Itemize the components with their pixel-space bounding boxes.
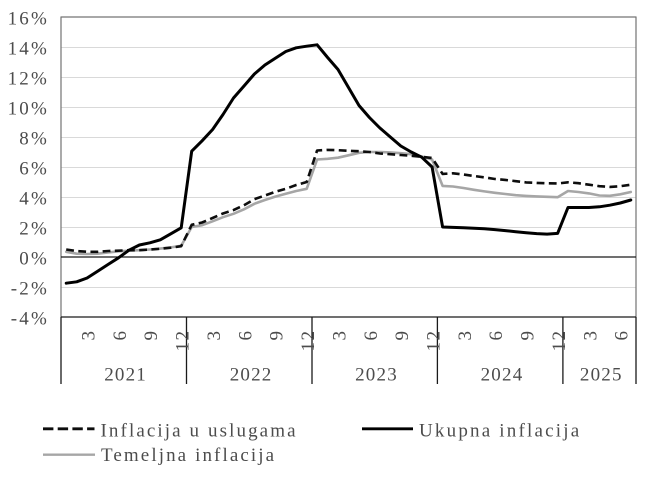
svg-text:3: 3	[455, 330, 476, 341]
svg-text:9: 9	[518, 330, 539, 341]
svg-text:3: 3	[79, 330, 100, 341]
svg-text:6: 6	[110, 330, 131, 341]
svg-text:Temeljna inflacija: Temeljna inflacija	[101, 445, 276, 466]
svg-text:3: 3	[204, 330, 225, 341]
svg-text:3: 3	[329, 330, 350, 341]
svg-text:2024: 2024	[481, 365, 524, 386]
svg-text:9: 9	[392, 330, 413, 341]
svg-text:0%: 0%	[19, 249, 49, 270]
svg-text:9: 9	[141, 330, 162, 341]
svg-text:2023: 2023	[355, 365, 398, 386]
svg-text:12%: 12%	[8, 69, 49, 90]
svg-text:12: 12	[424, 330, 445, 352]
svg-text:2022: 2022	[230, 365, 273, 386]
svg-text:2%: 2%	[19, 219, 49, 240]
svg-text:Ukupna inflacija: Ukupna inflacija	[419, 421, 581, 442]
svg-text:6: 6	[361, 330, 382, 341]
svg-text:8%: 8%	[19, 129, 49, 150]
svg-text:-2%: -2%	[11, 279, 49, 300]
svg-text:6: 6	[235, 330, 256, 341]
svg-text:6: 6	[486, 330, 507, 341]
svg-text:2025: 2025	[580, 365, 623, 386]
svg-text:10%: 10%	[8, 99, 49, 120]
svg-text:-4%: -4%	[11, 309, 49, 330]
svg-text:6%: 6%	[19, 159, 49, 180]
svg-text:3: 3	[580, 330, 601, 341]
svg-text:6: 6	[612, 330, 633, 341]
svg-text:14%: 14%	[8, 39, 49, 60]
svg-text:16%: 16%	[8, 9, 49, 30]
svg-text:12: 12	[549, 330, 570, 352]
svg-text:12: 12	[173, 330, 194, 352]
svg-text:4%: 4%	[19, 189, 49, 210]
svg-text:Inflacija u uslugama: Inflacija u uslugama	[101, 421, 298, 442]
svg-text:9: 9	[267, 330, 288, 341]
svg-text:2021: 2021	[104, 365, 147, 386]
svg-text:12: 12	[298, 330, 319, 352]
